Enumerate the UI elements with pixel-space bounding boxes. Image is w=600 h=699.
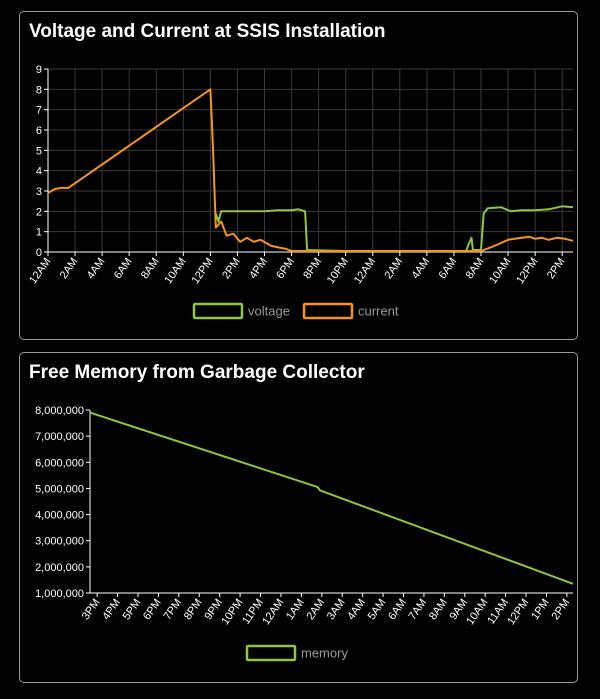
x-tick-label: 4AM [85,256,108,281]
x-tick-label: 6PM [274,256,297,281]
y-tick-label: 8,000,000 [35,405,84,417]
x-tick-label: 10AM [464,597,490,627]
legend-label-current: current [358,304,399,319]
x-tick-label: 2PM [550,597,573,622]
y-tick-label: 6,000,000 [35,457,84,469]
legend-swatch-current [302,302,354,320]
x-tick-label: 8AM [427,597,450,622]
x-tick-label: 6PM [141,597,164,622]
y-tick-label: 4 [36,166,42,178]
y-tick-label: 2,000,000 [35,562,84,574]
legend-label-memory: memory [301,646,348,661]
voltage-current-panel: Voltage and Current at SSIS Installation… [19,11,578,340]
legend-swatch-memory [245,644,297,662]
y-tick-label: 5,000,000 [35,483,84,495]
x-tick-label: 10PM [325,256,351,286]
x-tick-label: 3PM [80,597,103,622]
x-tick-label: 12AM [27,256,53,286]
x-tick-label: 12AM [260,597,286,627]
y-tick-label: 5 [36,145,42,157]
legend-label-voltage: voltage [248,304,290,319]
x-tick-label: 4AM [410,256,433,281]
x-tick-label: 2PM [545,256,568,281]
x-tick-label: 8AM [139,256,162,281]
y-tick-label: 1,000,000 [35,588,84,600]
legend-item-voltage: voltage [192,302,290,320]
series-line-current [47,88,574,252]
x-tick-label: 4AM [345,597,368,622]
x-tick-label: 1AM [284,597,307,622]
y-tick-label: 3 [36,186,42,198]
x-tick-label: 12PM [514,256,540,286]
x-tick-label: 10AM [487,256,513,286]
y-tick-label: 2 [36,206,42,218]
x-tick-label: 12AM [352,256,378,286]
x-tick-label: 12PM [190,256,216,286]
x-tick-label: 7AM [407,597,430,622]
memory-panel: Free Memory from Garbage Collector 1,000… [19,352,578,683]
x-tick-label: 4PM [100,597,123,622]
legend-item-current: current [302,302,399,320]
y-tick-label: 4,000,000 [35,510,84,522]
x-tick-label: 1PM [529,597,552,622]
y-tick-label: 9 [36,64,42,76]
chart-title: Voltage and Current at SSIS Installation [29,21,386,42]
x-tick-label: 7PM [161,597,184,622]
memory-chart: 1,000,000 2,000,000 3,000,000 4,000,000 5,00… [35,405,574,662]
x-tick-label: 8PM [301,256,324,281]
x-tick-label: 10PM [219,597,245,627]
y-tick-label: 7 [36,105,42,117]
x-tick-label: 2PM [220,256,243,281]
x-tick-label: 6AM [437,256,460,281]
y-tick-label: 0 [36,247,42,259]
series-line-memory [89,411,574,585]
x-tick-label: 6AM [112,256,135,281]
x-tick-label: 4PM [247,256,270,281]
legend-item-memory: memory [245,644,348,662]
x-tick-label: 2AM [382,256,405,281]
y-tick-label: 7,000,000 [35,431,84,443]
x-tick-label: 2AM [304,597,327,622]
y-tick-label: 1 [36,227,42,239]
x-tick-label: 8AM [464,256,487,281]
x-tick-label: 6AM [386,597,409,622]
x-tick-label: 5PM [121,597,144,622]
legend-swatch-voltage [192,302,244,320]
x-tick-label: 12PM [505,597,531,627]
x-tick-label: 3AM [325,597,348,622]
y-tick-label: 8 [36,84,42,96]
y-tick-label: 3,000,000 [35,536,84,548]
y-tick-label: 6 [36,125,42,137]
chart-title: Free Memory from Garbage Collector [29,362,365,383]
x-tick-label: 5AM [366,597,389,622]
x-tick-label: 10AM [162,256,188,286]
x-tick-label: 8PM [182,597,205,622]
x-tick-label: 2AM [58,256,81,281]
